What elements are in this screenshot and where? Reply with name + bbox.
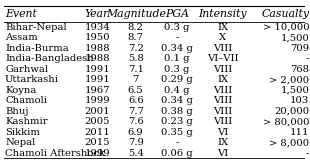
Text: IX: IX xyxy=(217,23,228,32)
Text: 7.2: 7.2 xyxy=(128,44,144,53)
Text: -: - xyxy=(306,149,309,158)
Text: 8.2: 8.2 xyxy=(128,23,144,32)
Text: 0.1 g: 0.1 g xyxy=(164,54,190,63)
Text: IX: IX xyxy=(217,75,228,84)
Text: 5.8: 5.8 xyxy=(128,54,144,63)
Text: 1988: 1988 xyxy=(84,44,110,53)
Text: 6.6: 6.6 xyxy=(128,96,144,105)
Text: Intensity: Intensity xyxy=(198,9,247,19)
Text: Chamoli: Chamoli xyxy=(5,96,47,105)
Text: 5.4: 5.4 xyxy=(128,149,144,158)
Text: Casualty: Casualty xyxy=(261,9,309,19)
Text: 2005: 2005 xyxy=(84,117,110,126)
Text: 1,500: 1,500 xyxy=(280,86,309,95)
Text: -: - xyxy=(175,33,179,42)
Text: 103: 103 xyxy=(290,96,309,105)
Text: 6.5: 6.5 xyxy=(128,86,144,95)
Text: > 8,000: > 8,000 xyxy=(269,138,309,147)
Text: VIII: VIII xyxy=(213,86,232,95)
Text: Uttarkashi: Uttarkashi xyxy=(5,75,59,84)
Text: 1999: 1999 xyxy=(84,149,110,158)
Text: 2001: 2001 xyxy=(84,107,110,116)
Text: -: - xyxy=(306,54,309,63)
Text: 1991: 1991 xyxy=(84,65,110,74)
Text: 1988: 1988 xyxy=(84,54,110,63)
Text: VIII: VIII xyxy=(213,107,232,116)
Text: Year: Year xyxy=(84,9,109,19)
Text: 111: 111 xyxy=(290,128,309,137)
Text: 1999: 1999 xyxy=(84,96,110,105)
Text: 7.1: 7.1 xyxy=(128,65,144,74)
Text: India-Bangladesh: India-Bangladesh xyxy=(5,54,94,63)
Text: 8.7: 8.7 xyxy=(128,33,144,42)
Text: > 10,000: > 10,000 xyxy=(263,23,309,32)
Text: 0.4 g: 0.4 g xyxy=(164,86,190,95)
Text: Garhwal: Garhwal xyxy=(5,65,48,74)
Text: 768: 768 xyxy=(290,65,309,74)
Text: VI: VI xyxy=(217,128,228,137)
Text: VI: VI xyxy=(217,149,228,158)
Text: 0.35 g: 0.35 g xyxy=(161,128,193,137)
Text: 7.7: 7.7 xyxy=(128,107,144,116)
Text: 0.29 g: 0.29 g xyxy=(161,75,193,84)
Text: Kashmir: Kashmir xyxy=(5,117,48,126)
Text: 7.6: 7.6 xyxy=(128,117,144,126)
Text: VIII: VIII xyxy=(213,44,232,53)
Text: VIII: VIII xyxy=(213,117,232,126)
Text: IX: IX xyxy=(217,138,228,147)
Text: India-Burma: India-Burma xyxy=(5,44,69,53)
Text: Koyna: Koyna xyxy=(5,86,37,95)
Text: 1950: 1950 xyxy=(84,33,110,42)
Text: Nepal: Nepal xyxy=(5,138,35,147)
Text: 0.38 g: 0.38 g xyxy=(161,107,193,116)
Text: 6.9: 6.9 xyxy=(128,128,144,137)
Text: 7: 7 xyxy=(133,75,139,84)
Text: 0.34 g: 0.34 g xyxy=(161,44,193,53)
Text: Assam: Assam xyxy=(5,33,38,42)
Text: 7.9: 7.9 xyxy=(128,138,144,147)
Text: X: X xyxy=(219,33,226,42)
Text: 2015: 2015 xyxy=(84,138,110,147)
Text: Bhuj: Bhuj xyxy=(5,107,29,116)
Text: 1991: 1991 xyxy=(84,75,110,84)
Text: VIII: VIII xyxy=(213,65,232,74)
Text: 1,500: 1,500 xyxy=(280,33,309,42)
Text: > 2,000: > 2,000 xyxy=(269,75,309,84)
Text: Chamoli Aftershock: Chamoli Aftershock xyxy=(5,149,105,158)
Text: 0.06 g: 0.06 g xyxy=(161,149,193,158)
Text: 0.23 g: 0.23 g xyxy=(161,117,193,126)
Text: 0.3 g: 0.3 g xyxy=(164,65,190,74)
Text: 2011: 2011 xyxy=(84,128,110,137)
Text: PGA: PGA xyxy=(165,9,189,19)
Text: Bihar-Nepal: Bihar-Nepal xyxy=(5,23,67,32)
Text: 1967: 1967 xyxy=(84,86,110,95)
Text: VI–VII: VI–VII xyxy=(207,54,238,63)
Text: Magnitude: Magnitude xyxy=(106,9,166,19)
Text: 20,000: 20,000 xyxy=(274,107,309,116)
Text: 1934: 1934 xyxy=(84,23,110,32)
Text: Sikkim: Sikkim xyxy=(5,128,40,137)
Text: 0.34 g: 0.34 g xyxy=(161,96,193,105)
Text: 709: 709 xyxy=(290,44,309,53)
Text: 0.3 g: 0.3 g xyxy=(164,23,190,32)
Text: Event: Event xyxy=(5,9,37,19)
Text: > 80,000: > 80,000 xyxy=(263,117,309,126)
Text: -: - xyxy=(175,138,179,147)
Text: VIII: VIII xyxy=(213,96,232,105)
